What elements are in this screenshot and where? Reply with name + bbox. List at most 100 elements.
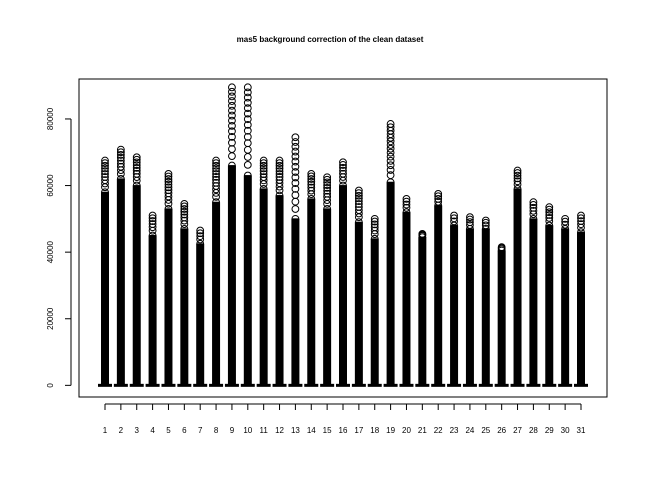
outlier-29-2 [545, 214, 554, 222]
outlier-9-7 [228, 116, 236, 125]
outlier-24-4 [466, 213, 474, 222]
outlier-19-3 [386, 161, 395, 170]
box-body-23 [450, 225, 459, 386]
box-16 [336, 158, 350, 387]
outlier-1-9 [101, 159, 109, 168]
outlier-31-2 [577, 220, 585, 229]
outlier-4-4 [148, 217, 157, 225]
outlier-29-4 [545, 208, 554, 217]
outlier-17-6 [354, 197, 363, 206]
outlier-8-11 [212, 161, 220, 170]
median-line-24 [462, 383, 477, 387]
outlier-13-1 [291, 205, 300, 213]
outlier-27-4 [513, 171, 522, 180]
median-line-3 [129, 383, 144, 387]
outlier-14-4 [307, 180, 316, 189]
outlier-29-6 [545, 203, 554, 212]
outlier-11-6 [259, 164, 268, 173]
x-tick-label-2: 2 [119, 426, 124, 435]
median-line-28 [526, 383, 541, 387]
x-tick-label-30: 30 [561, 426, 570, 435]
box-body-27 [513, 188, 522, 386]
outlier-1-5 [101, 170, 109, 178]
outlier-4-3 [148, 220, 157, 228]
box-body-19 [386, 182, 395, 386]
outlier-13-7 [291, 168, 300, 176]
x-tick-label-11: 11 [260, 426, 269, 435]
outlier-10-9 [243, 109, 252, 118]
x-tick-label-5: 5 [166, 426, 171, 435]
box-body-1 [101, 192, 109, 386]
outlier-15-5 [323, 186, 332, 195]
outlier-11-7 [259, 161, 268, 170]
x-tick-label-6: 6 [182, 426, 187, 435]
outlier-25-0 [481, 224, 490, 233]
box-body-8 [212, 202, 221, 386]
outlier-9-4 [228, 132, 236, 141]
chart-title: mas5 background correction of the clean … [237, 35, 424, 44]
outlier-1-10 [101, 156, 109, 165]
outlier-10-7 [243, 120, 252, 129]
outlier-1-7 [101, 164, 109, 173]
x-tick-label-28: 28 [529, 426, 538, 435]
outlier-5-0 [164, 204, 173, 213]
outlier-1-4 [101, 173, 109, 181]
median-line-15 [320, 383, 335, 387]
outlier-12-8 [275, 164, 284, 173]
outlier-29-1 [545, 217, 554, 226]
median-line-26 [494, 383, 509, 387]
outlier-18-4 [370, 220, 379, 229]
outlier-20-0 [402, 208, 411, 217]
outlier-15-8 [323, 178, 332, 187]
outlier-13-10 [291, 152, 300, 161]
outlier-8-8 [212, 170, 220, 178]
x-tick-label-24: 24 [465, 426, 474, 435]
outlier-5-8 [164, 177, 173, 186]
outlier-9-9 [228, 106, 236, 115]
median-line-8 [209, 383, 224, 387]
outlier-3-0 [132, 181, 141, 190]
x-tick-label-18: 18 [370, 426, 379, 435]
outlier-5-10 [164, 172, 173, 181]
box-body-16 [339, 185, 347, 386]
x-tick-label-13: 13 [291, 426, 300, 435]
outlier-20-1 [402, 203, 411, 212]
outlier-5-9 [164, 175, 173, 183]
box-14 [304, 170, 319, 387]
box-body-29 [545, 225, 554, 386]
outlier-21-3 [418, 229, 427, 238]
outlier-11-9 [259, 156, 268, 165]
box-29 [542, 203, 557, 387]
outlier-2-6 [116, 153, 125, 162]
outlier-29-0 [545, 221, 554, 230]
outlier-14-0 [307, 194, 316, 203]
box-body-20 [402, 212, 411, 386]
outlier-9-6 [228, 121, 236, 130]
median-line-17 [351, 383, 366, 387]
outlier-17-5 [354, 200, 363, 208]
outlier-10-13 [243, 88, 252, 97]
outlier-13-9 [291, 157, 300, 166]
box-body-22 [434, 205, 443, 386]
outlier-6-4 [180, 210, 189, 219]
x-tick-label-29: 29 [545, 426, 554, 435]
outlier-3-5 [132, 163, 141, 172]
outlier-8-1 [212, 192, 220, 201]
outlier-8-4 [212, 182, 220, 190]
outlier-22-4 [434, 189, 443, 198]
median-line-30 [558, 383, 573, 387]
outlier-10-10 [243, 104, 252, 113]
box-body-28 [529, 218, 538, 386]
outlier-7-1 [196, 235, 205, 244]
box-body-25 [481, 228, 490, 386]
outlier-7-3 [196, 229, 205, 238]
y-tick-label-2: 40000 [46, 240, 55, 263]
x-tick-label-7: 7 [198, 426, 203, 435]
box-17 [351, 186, 366, 387]
x-tick-label-4: 4 [150, 426, 155, 435]
outlier-9-14 [228, 83, 236, 92]
outlier-20-4 [402, 194, 411, 203]
outlier-18-3 [370, 223, 379, 232]
outlier-28-0 [529, 214, 538, 223]
outlier-12-5 [275, 173, 284, 181]
